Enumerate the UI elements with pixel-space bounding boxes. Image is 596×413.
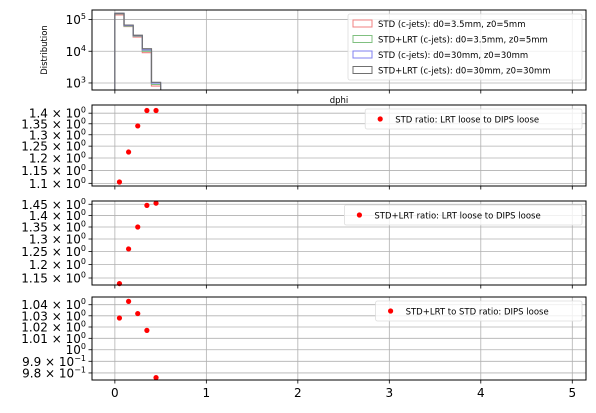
- axes-frame: [91, 9, 587, 91]
- legend-box: [347, 13, 583, 81]
- y-tick-label: 1.25 × 100: [21, 244, 86, 259]
- x-tick-label: 3: [385, 386, 393, 400]
- data-point: [144, 327, 150, 333]
- legend-entry: STD (c-jets): d0=30mm, z0=30mm: [378, 51, 528, 61]
- x-tick-label: 2: [294, 386, 302, 400]
- data-point: [116, 315, 123, 321]
- data-point: [153, 107, 159, 114]
- y-tick-label: 1.1 × 100: [29, 176, 86, 191]
- legend-box: [343, 204, 583, 226]
- y-tick-label: 1.4 × 100: [29, 106, 86, 121]
- y-tick-label: 9.9 × 10−1: [22, 354, 86, 369]
- legend-entry: STD+LRT ratio: LRT loose to DIPS loose: [374, 212, 540, 222]
- y-tick-label: 105: [66, 12, 86, 27]
- histogram-series-1: [114, 13, 162, 90]
- y-tick-label: 1.2 × 100: [29, 257, 86, 272]
- data-point: [144, 107, 150, 114]
- y-tick-label: 1.02 × 100: [21, 320, 86, 335]
- y-tick-label: 1.15 × 100: [21, 271, 86, 286]
- data-point: [125, 298, 132, 304]
- data-point: [125, 246, 132, 252]
- x-tick-label: 5: [568, 386, 576, 400]
- data-point: [144, 202, 150, 208]
- x-tick-label: 0: [111, 386, 119, 400]
- legend-swatch: [352, 66, 373, 74]
- y-tick-label: 1.04 × 100: [21, 297, 86, 312]
- y-axis-label: Distribution: [40, 25, 50, 75]
- legend-entry: STD (c-jets): d0=3.5mm, z0=5mm: [378, 20, 526, 30]
- histogram-series-0: [114, 14, 162, 90]
- y-tick-label: 1.3 × 100: [29, 232, 86, 247]
- y-tick-label: 1.15 × 100: [21, 163, 86, 178]
- data-point: [135, 224, 141, 230]
- legend-entry: STD+LRT (c-jets): d0=30mm, z0=30mm: [378, 67, 551, 77]
- data-point: [153, 200, 159, 206]
- data-point: [135, 310, 141, 317]
- y-tick-label: 1.3 × 100: [29, 127, 86, 142]
- legend-box: [375, 300, 583, 322]
- y-tick-label: 1.25 × 100: [21, 139, 86, 154]
- histogram-series-3: [114, 12, 162, 90]
- axes-frame: [91, 104, 587, 187]
- y-tick-label: 9.8 × 10−1: [22, 365, 86, 380]
- y-tick-label: 104: [66, 44, 86, 59]
- y-tick-label: 103: [66, 75, 86, 90]
- legend-marker: [388, 308, 394, 314]
- legend-marker: [356, 212, 362, 218]
- x-tick-label: 4: [477, 386, 485, 400]
- data-point: [125, 149, 132, 155]
- legend-entry: STD ratio: LRT loose to DIPS loose: [395, 116, 539, 126]
- legend-entry: STD+LRT to STD ratio: DIPS loose: [406, 308, 549, 318]
- y-tick-label: 1.03 × 100: [21, 308, 86, 323]
- y-tick-label: 1.2 × 100: [29, 151, 86, 166]
- data-point: [135, 123, 141, 129]
- histogram-series-2: [114, 12, 162, 90]
- axes-frame: [91, 200, 587, 286]
- y-tick-label: 100: [66, 342, 86, 357]
- histogram-panel: 103 104 105 dphi Distribution STD (c-jets): d…: [40, 9, 587, 106]
- x-tick-label: 1: [203, 386, 211, 400]
- y-tick-label: 1.35 × 100: [21, 116, 86, 131]
- legend-box: [364, 108, 583, 130]
- legend-swatch: [352, 35, 373, 43]
- y-tick-label: 1.35 × 100: [21, 220, 86, 235]
- legend-swatch: [352, 19, 373, 28]
- y-tick-label: 1.01 × 100: [21, 331, 86, 346]
- y-tick-label: 1.4 × 100: [29, 208, 86, 223]
- y-tick-label: 1.45 × 100: [21, 197, 86, 212]
- data-point: [153, 375, 159, 381]
- x-axis-label: dphi: [330, 96, 349, 106]
- legend-swatch: [352, 50, 373, 59]
- data-point: [116, 179, 123, 185]
- legend-entry: STD+LRT (c-jets): d0=3.5mm, z0=5mm: [378, 36, 548, 46]
- legend-marker: [377, 116, 383, 122]
